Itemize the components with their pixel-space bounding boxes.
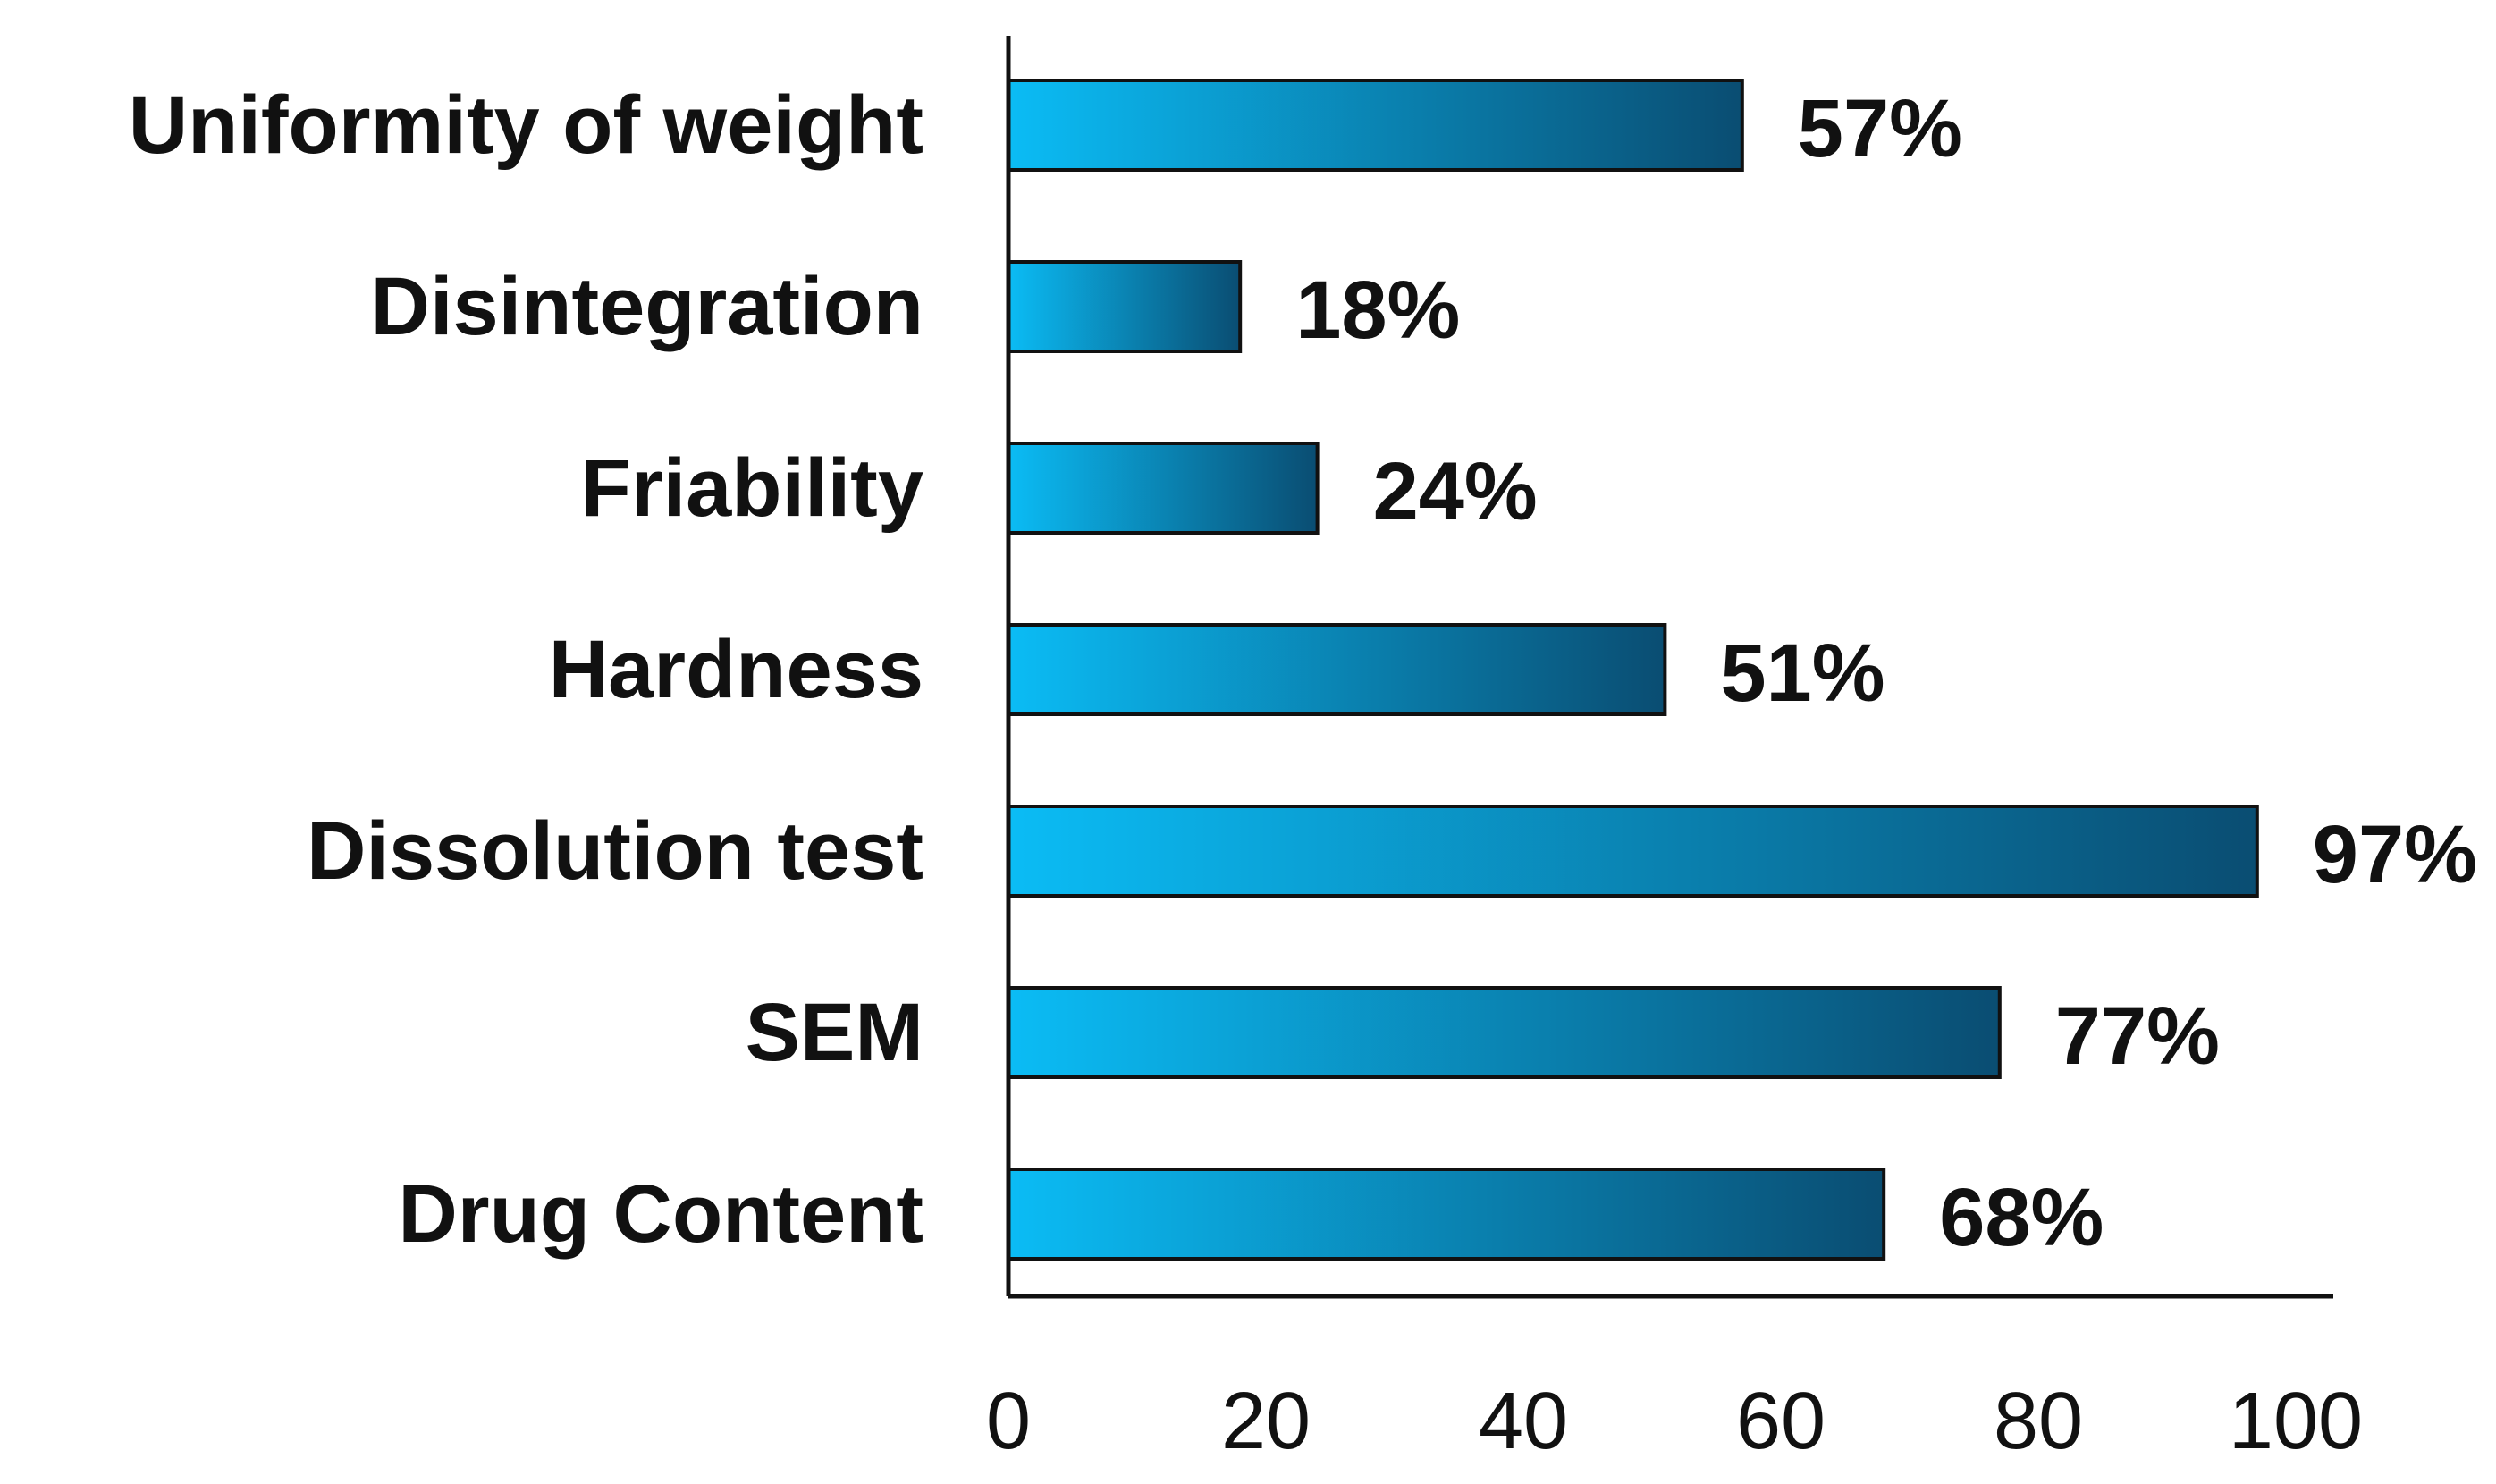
value-label-disintegration: 18%: [1295, 265, 1460, 356]
bar-uniformity-of-weight: [1007, 79, 1744, 172]
category-label-dissolution-test: Dissolution test: [307, 805, 923, 897]
value-label-dissolution-test: 97%: [2313, 809, 2477, 900]
value-label-hardness: 51%: [1720, 628, 1885, 719]
category-label-friability: Friability: [581, 443, 923, 534]
category-label-drug-content: Drug Content: [398, 1168, 923, 1260]
category-label-uniformity-of-weight: Uniformity of weight: [129, 80, 923, 171]
value-label-sem: 77%: [2055, 991, 2220, 1082]
bar-friability: [1007, 442, 1320, 535]
x-tick-label-20: 20: [1221, 1377, 1311, 1466]
category-label-hardness: Hardness: [549, 624, 923, 715]
bars-layer: [1007, 79, 2259, 1261]
category-label-sem: SEM: [746, 987, 923, 1078]
x-tick-label-0: 0: [986, 1377, 1031, 1466]
x-tick-label-40: 40: [1479, 1377, 1568, 1466]
value-label-drug-content: 68%: [1939, 1172, 2104, 1263]
axes-layer: [1006, 36, 2333, 1299]
x-tick-label-100: 100: [2229, 1377, 2363, 1466]
bar-hardness: [1007, 623, 1667, 716]
bar-disintegration: [1007, 260, 1243, 353]
bar-dissolution-test: [1007, 805, 2259, 898]
labels-layer: Uniformity of weight 57% Disintegration 18%…: [129, 80, 2477, 1466]
x-tick-label-80: 80: [1994, 1377, 2083, 1466]
bar-drug-content: [1007, 1168, 1886, 1261]
x-tick-label-60: 60: [1736, 1377, 1826, 1466]
value-label-friability: 24%: [1373, 446, 1538, 537]
category-label-disintegration: Disintegration: [371, 261, 923, 352]
bar-sem: [1007, 986, 2002, 1079]
value-label-uniformity-of-weight: 57%: [1798, 83, 1962, 174]
